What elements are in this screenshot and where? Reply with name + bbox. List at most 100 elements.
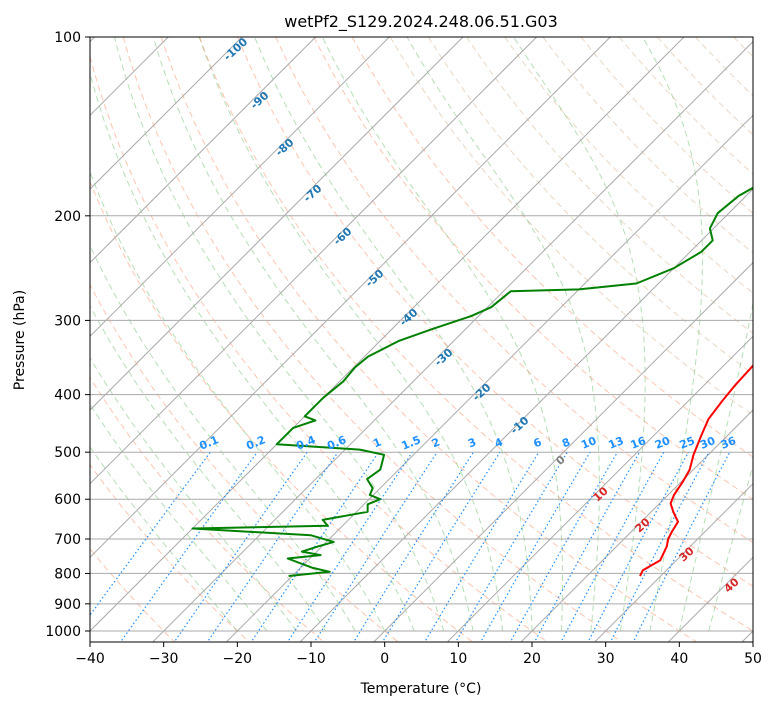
dry-adiabat-label: -30	[432, 346, 456, 369]
mixing-ratio-label: 0.1	[198, 433, 221, 452]
x-tick-label: −20	[223, 651, 253, 667]
dry-adiabat-label: 40	[722, 575, 742, 595]
isotherm	[741, 630, 753, 642]
temperature-profile	[639, 364, 753, 577]
isotherm	[90, 37, 612, 559]
moist-adiabat	[642, 37, 703, 632]
moist-adiabat	[90, 403, 268, 632]
dry-adiabat	[199, 37, 753, 632]
dry-adiabat-label: 0	[553, 453, 568, 468]
isotherm	[90, 37, 538, 485]
moist-adiabat	[90, 304, 327, 632]
mixing-ratio-line	[250, 451, 380, 642]
dry-adiabat	[504, 37, 753, 294]
isotherm	[90, 37, 391, 338]
isotherm	[90, 37, 170, 117]
x-tick-label: 40	[670, 651, 688, 667]
moist-adiabat	[152, 37, 474, 632]
y-tick-label: 200	[54, 209, 81, 225]
dry-adiabat	[580, 37, 753, 215]
dry-adiabat	[427, 37, 753, 375]
mixing-ratio-line	[313, 451, 438, 642]
isotherm	[593, 482, 753, 642]
mixing-ratio-line	[533, 451, 641, 642]
isotherm	[90, 37, 464, 411]
mixing-ratio-label: 8	[560, 435, 572, 450]
dry-adiabat	[122, 37, 623, 642]
y-tick-label: 1000	[45, 624, 81, 640]
mixing-ratio-label: 13	[607, 434, 626, 452]
dry-adiabat	[90, 54, 549, 642]
y-tick-label: 900	[54, 597, 81, 613]
dry-adiabat	[695, 37, 753, 97]
isotherm	[90, 37, 685, 632]
dry-adiabat	[90, 180, 474, 642]
mixing-ratio-label: 6	[532, 435, 544, 450]
isotherm	[90, 37, 243, 190]
dry-adiabat-label: -20	[470, 381, 494, 404]
mixing-ratio-line	[206, 451, 339, 642]
x-tick-label: 0	[380, 651, 389, 667]
isotherm	[299, 188, 753, 642]
moist-adiabat	[254, 37, 533, 631]
y-axis-label: Pressure (hPa)	[12, 290, 28, 390]
mixing-ratio-line	[424, 451, 540, 642]
plot-frame	[89, 36, 754, 643]
dry-adiabat	[237, 37, 753, 587]
moist-adiabat	[90, 446, 238, 632]
dry-adiabat-label: -10	[508, 414, 532, 437]
y-tick-label: 100	[54, 30, 81, 46]
dry-adiabat-label: -90	[248, 89, 272, 112]
dry-adiabat	[542, 37, 753, 254]
dry-adiabat-label: -40	[397, 306, 421, 329]
x-tick-label: 10	[449, 651, 467, 667]
y-tick-label: 500	[54, 445, 81, 461]
mixing-ratio-label: 2	[430, 435, 442, 450]
dry-adiabat-label: -50	[363, 267, 387, 290]
mixing-ratio-label: 0.4	[294, 433, 317, 452]
dry-adiabat	[90, 463, 250, 642]
dry-adiabat-label: -80	[273, 136, 297, 159]
x-tick-label: −10	[296, 651, 326, 667]
x-axis-label: Temperature (°C)	[360, 681, 482, 697]
x-tick-label: 30	[597, 651, 615, 667]
mixing-ratio-label: 10	[579, 434, 598, 452]
moist-adiabat	[406, 37, 600, 632]
mixing-ratio-line	[119, 451, 258, 642]
mixing-ratio-line	[286, 451, 413, 642]
y-axis: 100 200 300 400 500 600 700 800 900 1000	[45, 30, 90, 640]
mixing-ratio-label: 25	[678, 434, 697, 452]
mixing-ratio-label: 36	[719, 434, 738, 452]
moist-adiabat	[678, 301, 753, 632]
mixing-ratio-label: 3	[466, 435, 478, 450]
dry-adiabat-label: 10	[591, 484, 611, 504]
isotherm	[372, 261, 753, 642]
mixing-ratio-label: 20	[653, 434, 672, 452]
moist-adiabat	[198, 37, 503, 632]
mixing-ratio-label: 16	[629, 434, 648, 452]
moist-adiabat	[90, 357, 297, 632]
isotherm	[151, 40, 753, 642]
mixing-ratio-line	[587, 451, 690, 642]
y-tick-label: 800	[54, 566, 81, 582]
mixing-ratio-line	[352, 451, 474, 642]
x-axis: −40 −30 −20 −10 0 10 20 30 40 50	[75, 642, 762, 667]
mixing-ratio-label: 1	[371, 435, 383, 450]
moist-adiabat	[708, 463, 753, 632]
x-tick-label: −40	[75, 651, 105, 667]
moist-adiabat	[513, 37, 646, 632]
dry-adiabat-label: -70	[301, 182, 325, 205]
chart-title: wetPf2_S129.2024.248.06.51.G03	[284, 12, 558, 32]
dry-adiabat	[351, 37, 753, 458]
plot-area: 0.1 0.2 0.4 0.6 1 1.5 2 3 4 6 8 10 13 16 20 25 30 36-100-…	[90, 37, 753, 642]
isotherm	[520, 409, 753, 642]
y-tick-label: 700	[54, 532, 81, 548]
x-tick-label: 50	[744, 651, 762, 667]
isotherm	[225, 114, 753, 642]
dry-adiabat	[90, 283, 400, 642]
dry-adiabat	[389, 37, 753, 416]
mixing-ratio-label: 30	[698, 434, 717, 452]
dry-adiabat	[90, 376, 325, 642]
x-tick-label: −30	[149, 651, 179, 667]
